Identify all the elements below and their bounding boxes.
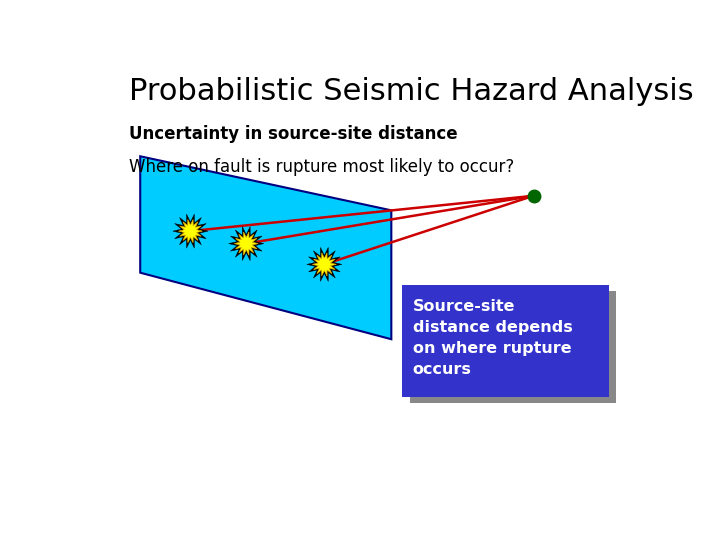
FancyBboxPatch shape [410,291,616,403]
Text: Where on fault is rupture most likely to occur?: Where on fault is rupture most likely to… [129,158,514,177]
Polygon shape [179,220,202,242]
FancyBboxPatch shape [402,285,609,397]
Polygon shape [307,247,342,281]
Polygon shape [173,214,208,248]
Polygon shape [140,156,392,339]
Text: Uncertainty in source-site distance: Uncertainty in source-site distance [129,125,458,143]
Polygon shape [312,253,336,276]
Polygon shape [229,227,264,261]
Polygon shape [234,232,258,255]
Text: Source-site
distance depends
on where rupture
occurs: Source-site distance depends on where ru… [413,299,572,376]
Text: Probabilistic Seismic Hazard Analysis: Probabilistic Seismic Hazard Analysis [129,77,693,106]
